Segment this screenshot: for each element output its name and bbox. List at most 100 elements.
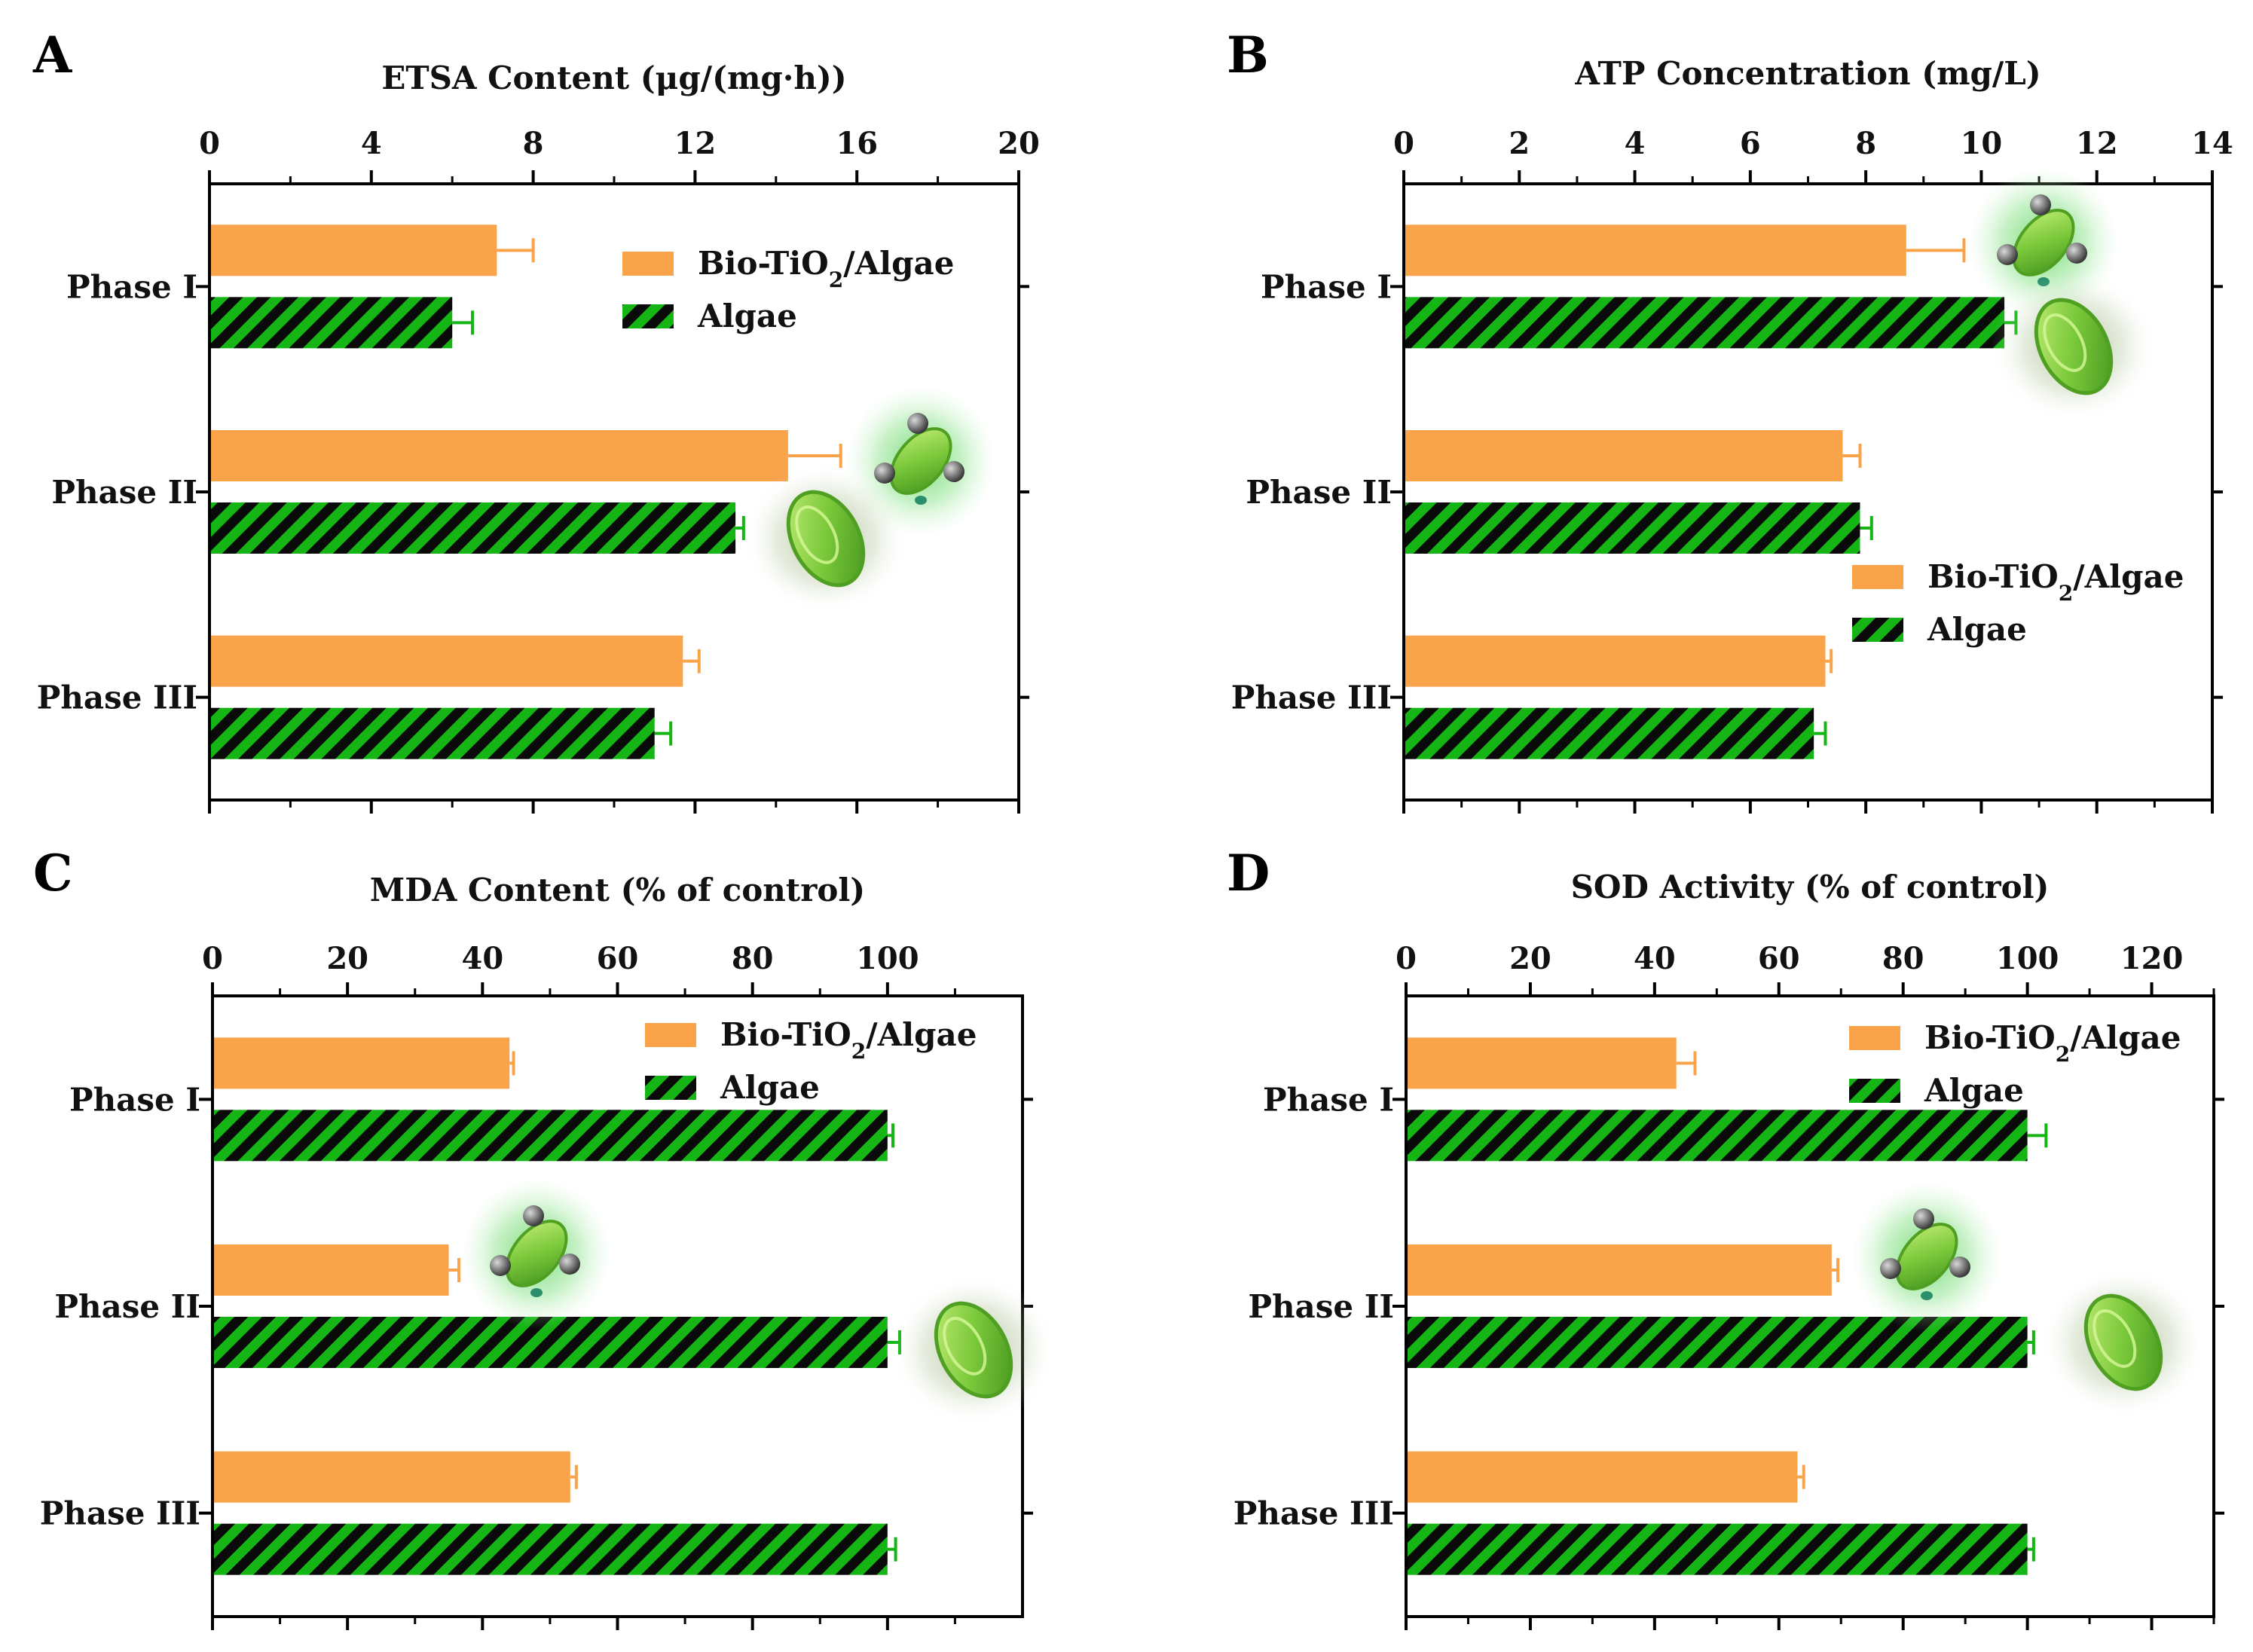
legend-label-bio-tio2-algae: Bio-TiO2/Algae: [1927, 558, 2184, 606]
x-tick-label: 4: [1625, 126, 1646, 161]
x-tick-label: 100: [1996, 941, 2059, 976]
category-label: Phase II: [1248, 1288, 1394, 1325]
category-label: Phase I: [69, 1081, 200, 1118]
category-label: Phase II: [51, 474, 197, 511]
category-label: Phase III: [40, 1495, 200, 1532]
bar-algae: [1406, 1110, 2028, 1162]
bar-algae: [212, 1110, 888, 1162]
panel-letter-b: B: [1227, 26, 1269, 84]
x-tick-label: 0: [202, 941, 223, 976]
bar-bio-tio2-algae: [209, 635, 683, 687]
x-tick-label: 16: [836, 126, 878, 161]
x-tick-label: 80: [732, 941, 774, 976]
chart-panel-d: SOD Activity (% of control) Phase I Phase …: [1233, 869, 2224, 1630]
x-tick-label: 40: [1634, 941, 1676, 976]
bar-algae: [209, 297, 453, 349]
legend-swatch-bio-tio2-algae: [1852, 565, 1903, 589]
panel-letter-d: D: [1227, 844, 1270, 902]
legend-label-bio-tio2-algae: Bio-TiO2/Algae: [698, 245, 954, 292]
x-tick-label: 10: [1961, 126, 2003, 161]
x-tick-label: 0: [1393, 126, 1414, 161]
tio2-algae-cell-icon: [461, 1178, 612, 1329]
category-label: Phase II: [1246, 474, 1392, 511]
x-tick-label: 2: [1509, 126, 1530, 161]
x-tick-label: 60: [1758, 941, 1800, 976]
x-tick-label: 12: [2076, 126, 2118, 161]
x-tick-label: 60: [597, 941, 639, 976]
x-tick-label: 40: [461, 941, 503, 976]
legend-label-algae: Algae: [720, 1069, 820, 1106]
bar-bio-tio2-algae: [1404, 224, 1906, 276]
bar-bio-tio2-algae: [1404, 635, 1826, 687]
legend: Bio-TiO2/Algae Algae: [645, 1016, 977, 1106]
chart-panel-a: ETSA Content (μg/(mg·h)) Phase I Phase II P…: [37, 60, 1040, 814]
bar-bio-tio2-algae: [1406, 1244, 1832, 1296]
algae-cell-icon: [743, 463, 909, 614]
x-tick-label: 8: [523, 126, 544, 161]
x-tick-label: 80: [1882, 941, 1924, 976]
x-tick-label: 6: [1740, 126, 1761, 161]
legend-swatch-algae: [645, 1076, 696, 1100]
legend-swatch-algae: [1849, 1079, 1900, 1103]
legend: Bio-TiO2/Algae Algae: [1852, 558, 2184, 648]
category-label: Phase I: [1261, 268, 1392, 305]
bar-bio-tio2-algae: [212, 1244, 449, 1296]
bar-bio-tio2-algae: [212, 1037, 510, 1089]
legend: Bio-TiO2/Algae Algae: [622, 245, 954, 334]
chart-panel-b: ATP Concentration (mg/L) Phase I Phase II P…: [1231, 55, 2233, 814]
x-tick-label: 100: [856, 941, 919, 976]
panel-letter-a: A: [32, 26, 72, 84]
category-label: Phase I: [1263, 1081, 1394, 1118]
bar-algae: [1406, 1523, 2028, 1575]
tio2-algae-cell-icon: [1851, 1181, 2002, 1332]
legend-label-algae: Algae: [1924, 1072, 2024, 1109]
chart-title: MDA Content (% of control): [370, 872, 865, 908]
chart-title: ATP Concentration (mg/L): [1574, 55, 2041, 92]
bar-bio-tio2-algae: [1404, 430, 1843, 481]
category-label: Phase III: [1233, 1495, 1394, 1532]
legend-label-bio-tio2-algae: Bio-TiO2/Algae: [720, 1016, 977, 1064]
category-label: Phase II: [54, 1288, 200, 1325]
bar-algae: [1404, 502, 1860, 554]
legend-label-bio-tio2-algae: Bio-TiO2/Algae: [1924, 1019, 2181, 1067]
x-tick-label: 14: [2191, 126, 2233, 161]
x-tick-label: 12: [674, 126, 717, 161]
algae-cell-icon: [891, 1275, 1056, 1425]
chart-panel-c: MDA Content (% of control) Phase I Phase I…: [40, 872, 1056, 1630]
legend-swatch-algae: [1852, 618, 1903, 642]
legend-swatch-bio-tio2-algae: [645, 1023, 696, 1047]
legend: Bio-TiO2/Algae Algae: [1849, 1019, 2181, 1109]
bar-algae: [1404, 707, 1814, 759]
chart-title: ETSA Content (μg/(mg·h)): [381, 60, 846, 96]
legend-label-algae: Algae: [697, 298, 797, 334]
bar-algae: [209, 707, 655, 759]
bar-algae: [212, 1523, 888, 1575]
plot-frame: [1405, 994, 2215, 1618]
algae-cell-icon: [1991, 271, 2157, 422]
bar-algae: [209, 502, 736, 554]
x-tick-label: 4: [361, 126, 382, 161]
category-label: Phase III: [1231, 679, 1392, 716]
legend-label-algae: Algae: [1927, 611, 2027, 648]
algae-cell-icon: [2041, 1267, 2206, 1418]
legend-swatch-bio-tio2-algae: [1849, 1026, 1900, 1050]
bar-bio-tio2-algae: [212, 1451, 570, 1503]
x-tick-label: 0: [199, 126, 220, 161]
bar-bio-tio2-algae: [1406, 1037, 1677, 1089]
category-label: Phase I: [66, 268, 197, 305]
panel-letter-c: C: [33, 844, 73, 902]
bar-bio-tio2-algae: [1406, 1451, 1798, 1503]
category-label: Phase III: [37, 679, 197, 716]
x-tick-label: 20: [998, 126, 1040, 161]
x-tick-label: 0: [1396, 941, 1417, 976]
x-tick-label: 8: [1855, 126, 1876, 161]
legend-swatch-algae: [622, 304, 674, 328]
legend-swatch-bio-tio2-algae: [622, 252, 674, 276]
x-tick-label: 20: [326, 941, 368, 976]
bar-bio-tio2-algae: [209, 430, 788, 481]
bar-bio-tio2-algae: [209, 224, 497, 276]
chart-title: SOD Activity (% of control): [1571, 869, 2050, 905]
x-tick-label: 20: [1509, 941, 1551, 976]
bar-algae: [1404, 297, 2005, 349]
